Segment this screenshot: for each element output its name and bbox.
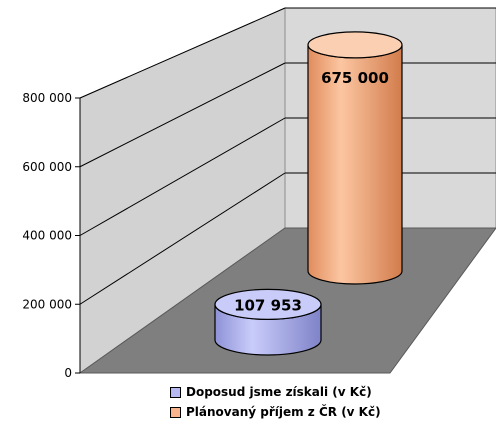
gridline-side-1 (79, 172, 286, 305)
legend-item-series-2: Plánovaný příjem z ČR (v Kč) (170, 402, 381, 422)
y-tick-label-4: 800 000 (22, 91, 72, 105)
bar-top-2 (307, 31, 403, 59)
gridline-side-3 (79, 62, 286, 168)
y-tick-label-0: 0 (64, 366, 72, 380)
legend: Doposud jsme získali (v Kč) Plánovaný př… (170, 382, 381, 422)
bar-top-1 (214, 288, 322, 320)
legend-item-series-1: Doposud jsme získali (v Kč) (170, 382, 381, 402)
y-tick-label-3: 600 000 (22, 160, 72, 174)
y-tick-label-1: 200 000 (22, 297, 72, 311)
y-tick-label-2: 400 000 (22, 229, 72, 243)
data-label-2: 675 000 (321, 69, 389, 87)
gridline-side-4 (79, 7, 286, 99)
gridline-side-2 (79, 117, 286, 236)
legend-swatch-1 (170, 386, 181, 398)
legend-label-2: Plánovaný příjem z ČR (v Kč) (186, 405, 381, 419)
legend-label-1: Doposud jsme získali (v Kč) (186, 385, 372, 399)
data-label-1: 107 953 (234, 296, 302, 314)
legend-swatch-2 (170, 406, 181, 418)
